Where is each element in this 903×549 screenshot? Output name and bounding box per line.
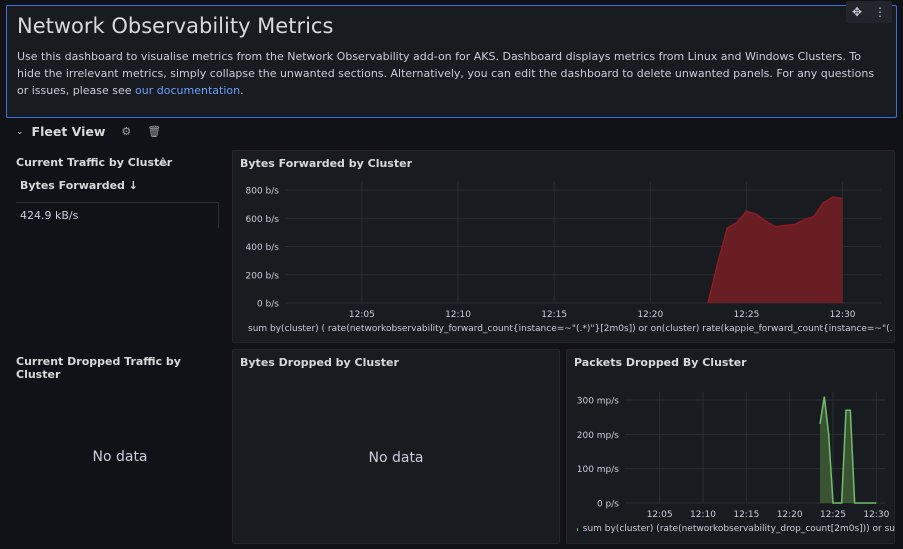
panel-title: Current Traffic by Cluster — [16, 156, 173, 169]
documentation-link[interactable]: our documentation — [135, 84, 241, 97]
x-tick-label: 12:30 — [830, 310, 856, 320]
x-tick-label: 12:25 — [820, 510, 846, 520]
y-tick-label: 400 b/s — [246, 243, 280, 253]
x-tick-label: 12:10 — [445, 310, 471, 320]
row-title[interactable]: Fleet View — [31, 124, 106, 139]
y-tick-label: 100 mp/s — [577, 465, 620, 475]
chevron-down-icon[interactable]: ⌄ — [16, 126, 24, 137]
bytes-forwarded-panel: Bytes Forwarded by Cluster 0 b/s 200 b/s 4… — [232, 150, 895, 343]
legend[interactable]: sum by(cluster) ( rate(networkobservabil… — [243, 324, 893, 334]
dashboard-intro-panel: Network Observability Metrics Use this d… — [6, 1, 897, 118]
move-icon[interactable]: ✥ — [851, 5, 863, 19]
panel-title: Packets Dropped By Cluster — [574, 356, 747, 369]
divider — [218, 202, 219, 228]
x-tick-label: 12:15 — [541, 310, 567, 320]
dashboard-title: Network Observability Metrics — [17, 14, 334, 38]
bytes-dropped-panel: Bytes Dropped by Cluster No data — [232, 349, 560, 544]
series-area[interactable] — [707, 197, 843, 303]
panel-title: Bytes Forwarded by Cluster — [240, 157, 412, 170]
x-tick-label: 12:25 — [733, 310, 759, 320]
x-tick-label: 12:05 — [349, 310, 375, 320]
no-data-message: No data — [92, 449, 148, 465]
x-tick-label: 12:20 — [777, 510, 803, 520]
no-data-message: No data — [368, 450, 424, 466]
current-dropped-panel: Current Dropped Traffic by Cluster No da… — [16, 349, 224, 544]
sort-arrow-icon: ↓ — [128, 179, 138, 192]
gear-icon[interactable]: ⚙ — [121, 125, 132, 138]
x-tick-label: 12:10 — [690, 510, 716, 520]
x-tick-label: 12:05 — [647, 510, 673, 520]
current-traffic-panel: Current Traffic by Cluster ⚠ Bytes Forwa… — [16, 150, 219, 340]
series-line[interactable] — [707, 196, 843, 304]
packets-dropped-panel: Packets Dropped By Cluster 0 p/s 100 mp/s… — [566, 349, 895, 544]
warning-icon[interactable]: ⚠ — [158, 155, 168, 168]
y-tick-label: 600 b/s — [246, 215, 280, 225]
trash-icon[interactable]: 🗑 — [147, 125, 162, 138]
series-area[interactable] — [820, 396, 877, 503]
y-tick-label: 0 b/s — [257, 300, 279, 310]
packets-dropped-chart[interactable]: 0 p/s 100 mp/s 200 mp/s 300 mp/s 12:05 12:10 1… — [567, 376, 894, 536]
series-line[interactable] — [819, 396, 877, 504]
dashboard-description: Use this dashboard to visualise metrics … — [17, 50, 875, 97]
panel-menu: ✥ ⋮ — [846, 1, 892, 23]
y-tick-label: 200 mp/s — [577, 431, 620, 441]
table-cell: 424.9 kB/s — [20, 209, 79, 222]
divider — [16, 202, 219, 203]
y-tick-label: 300 mp/s — [577, 397, 620, 407]
panel-title: Bytes Dropped by Cluster — [240, 356, 399, 369]
x-tick-label: 12:20 — [637, 310, 663, 320]
more-vertical-icon[interactable]: ⋮ — [874, 5, 887, 19]
y-tick-label: 800 b/s — [246, 187, 280, 197]
table-column-header[interactable]: Bytes Forwarded ↓ — [20, 179, 138, 192]
legend[interactable]: sum by(cluster) (rate(networkobservabili… — [577, 524, 895, 534]
y-tick-label: 0 p/s — [597, 500, 619, 510]
row-header-fleet-view[interactable]: ⌄ Fleet View ⚙ 🗑 — [16, 124, 161, 139]
panel-title: Current Dropped Traffic by Cluster — [16, 355, 181, 381]
bytes-forwarded-chart[interactable]: 0 b/s 200 b/s 400 b/s 600 b/s 800 b/s 12:05 12… — [233, 177, 894, 337]
legend-swatch — [577, 527, 578, 531]
legend-label: sum by(cluster) ( rate(networkobservabil… — [248, 324, 893, 334]
legend-label: sum by(cluster) (rate(networkobservabili… — [582, 524, 895, 534]
y-tick-label: 200 b/s — [246, 271, 280, 281]
x-tick-label: 12:15 — [733, 510, 759, 520]
x-tick-label: 12:30 — [863, 510, 889, 520]
